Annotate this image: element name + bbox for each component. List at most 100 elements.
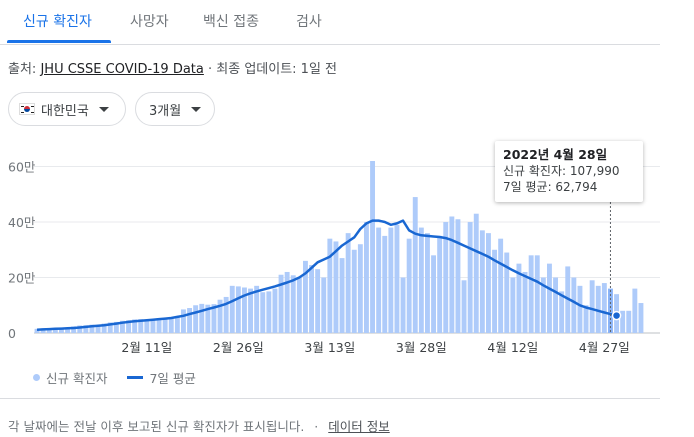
bar xyxy=(345,233,351,333)
bar xyxy=(95,325,101,333)
tab-vaccinations[interactable]: 백신 접종 xyxy=(203,14,259,30)
bar xyxy=(181,309,186,333)
bar xyxy=(534,255,540,333)
bar xyxy=(376,227,382,333)
line-legend-label: 7일 평균 xyxy=(149,371,196,386)
bar xyxy=(510,277,516,333)
tab-tests[interactable]: 검사 xyxy=(296,14,322,30)
bar xyxy=(327,238,333,333)
bar xyxy=(364,222,369,333)
y-tick-label: 20만 xyxy=(8,271,36,286)
y-tick-label: 0 xyxy=(8,326,16,341)
footnote-text: 각 날짜에는 전날 이후 보고된 신규 확진자가 표시됩니다. xyxy=(8,419,305,434)
divider xyxy=(0,398,660,399)
bar xyxy=(492,249,497,333)
bar xyxy=(315,269,321,333)
bar xyxy=(467,222,473,333)
bar xyxy=(290,275,296,333)
bar xyxy=(34,328,40,333)
bar xyxy=(473,213,479,333)
bar xyxy=(394,224,400,333)
bar xyxy=(620,310,626,333)
bar xyxy=(278,274,284,333)
x-tick-label: 4월 27일 xyxy=(579,340,630,355)
bar xyxy=(144,319,150,333)
bar xyxy=(120,320,125,333)
bar xyxy=(449,216,455,333)
bar-legend-swatch xyxy=(33,374,40,381)
tooltip-date: 2022년 4월 28일 xyxy=(503,147,608,162)
bar xyxy=(59,328,64,333)
active-tab-indicator xyxy=(7,40,111,43)
seven-day-average-line xyxy=(36,219,617,331)
bar xyxy=(559,291,565,333)
bar xyxy=(418,227,424,333)
tab-deaths[interactable]: 사망자 xyxy=(130,14,169,30)
bar xyxy=(632,288,638,333)
footnote: 각 날짜에는 전날 이후 보고된 신규 확진자가 표시됩니다. · 데이터 정보 xyxy=(8,416,390,435)
bar xyxy=(577,285,583,333)
bar xyxy=(388,227,394,333)
bar xyxy=(235,286,241,333)
bar xyxy=(65,327,70,333)
bar xyxy=(187,308,192,333)
bar xyxy=(571,277,577,333)
bar xyxy=(626,310,632,333)
bar xyxy=(461,280,467,333)
bar xyxy=(522,271,528,333)
bar xyxy=(589,280,595,333)
bar xyxy=(455,219,461,333)
bar xyxy=(553,277,558,333)
period-dropdown-label: 3개월 xyxy=(149,103,182,119)
bar xyxy=(309,265,314,333)
source-link[interactable]: JHU CSSE COVID-19 Data xyxy=(40,62,204,77)
bar xyxy=(77,325,83,333)
period-dropdown[interactable]: 3개월 xyxy=(135,92,215,126)
bar xyxy=(248,288,253,333)
tooltip-cases: 신규 확진자: 107,990 xyxy=(503,164,620,178)
bar xyxy=(162,318,168,333)
bar xyxy=(168,317,174,333)
bar xyxy=(272,288,278,333)
bar xyxy=(229,285,235,333)
bar xyxy=(443,222,449,333)
x-tick-label: 3월 13일 xyxy=(304,340,355,355)
country-dropdown[interactable]: 대한민국 xyxy=(8,92,126,126)
bar xyxy=(412,197,418,333)
bar xyxy=(516,263,522,333)
chart-legend: 신규 확진자 7일 평균 xyxy=(33,368,196,387)
tab-bar: 신규 확진자 사망자 백신 접종 검사 xyxy=(0,0,660,45)
korea-flag-icon xyxy=(19,103,35,115)
bar xyxy=(479,230,485,333)
highlight-point xyxy=(611,310,622,321)
update-info: · 최종 업데이트: 1일 전 xyxy=(203,62,337,77)
bar xyxy=(83,325,89,333)
source-line: 출처: JHU CSSE COVID-19 Data · 최종 업데이트: 1일… xyxy=(8,58,337,77)
bar xyxy=(406,238,412,333)
bar xyxy=(370,161,375,333)
bar xyxy=(223,296,229,333)
line-legend-swatch xyxy=(127,376,144,379)
bar xyxy=(150,319,156,333)
chevron-down-icon xyxy=(98,106,109,112)
bar xyxy=(205,304,211,333)
bar xyxy=(107,322,113,333)
bar xyxy=(89,324,95,333)
data-info-link[interactable]: 데이터 정보 xyxy=(328,419,390,434)
bar xyxy=(333,241,339,333)
tab-new-cases[interactable]: 신규 확진자 xyxy=(23,14,92,30)
bar xyxy=(284,271,290,333)
x-tick-label: 4월 12일 xyxy=(487,340,538,355)
bar xyxy=(504,252,510,333)
y-tick-label: 40만 xyxy=(8,215,36,230)
country-dropdown-label: 대한민국 xyxy=(41,103,89,119)
x-tick-label: 3월 28일 xyxy=(396,340,447,355)
bar xyxy=(303,260,308,333)
bar xyxy=(339,258,345,333)
bar-legend-label: 신규 확진자 xyxy=(46,371,108,386)
bar xyxy=(126,320,131,333)
bar xyxy=(540,277,546,333)
chevron-down-icon xyxy=(191,106,202,112)
bar xyxy=(254,285,260,333)
